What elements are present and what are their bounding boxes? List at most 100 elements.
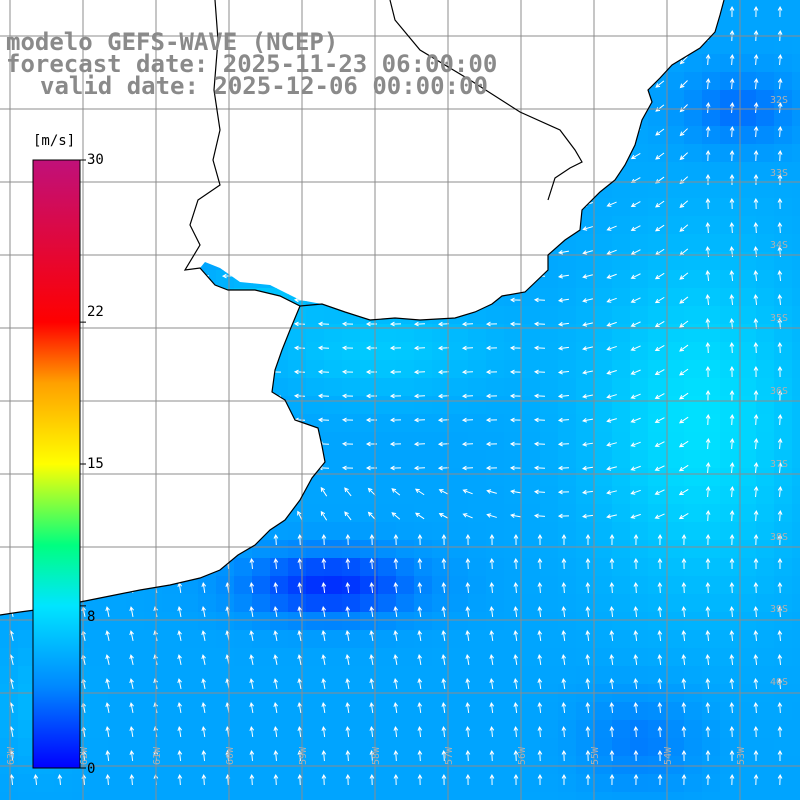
wind-speed-cell xyxy=(720,522,739,541)
wind-speed-cell xyxy=(720,702,739,721)
wind-speed-cell xyxy=(108,756,127,775)
wind-speed-cell xyxy=(648,450,667,469)
wind-arrow xyxy=(177,533,183,546)
wind-speed-cell xyxy=(450,18,469,37)
wind-speed-cell xyxy=(738,450,757,469)
wind-speed-cell xyxy=(612,0,631,19)
wind-speed-cell xyxy=(198,558,217,577)
wind-speed-cell xyxy=(450,774,469,793)
wind-arrow xyxy=(485,321,498,327)
wind-speed-cell xyxy=(756,666,775,685)
wind-speed-cell xyxy=(180,468,199,487)
wind-arrow xyxy=(513,702,519,714)
wind-speed-cell xyxy=(288,234,307,253)
wind-speed-cell xyxy=(468,576,487,595)
wind-speed-cell xyxy=(108,468,127,487)
wind-arrow xyxy=(389,225,402,231)
wind-speed-cell xyxy=(684,126,703,145)
wind-arrow xyxy=(705,653,711,666)
wind-arrow xyxy=(513,725,519,738)
wind-speed-cell xyxy=(378,306,397,325)
wind-speed-cell xyxy=(594,792,613,800)
wind-speed-cell xyxy=(720,504,739,523)
wind-speed-cell xyxy=(108,144,127,163)
wind-speed-cell xyxy=(594,522,613,541)
wind-arrow xyxy=(533,129,546,135)
wind-arrow xyxy=(557,465,570,471)
wind-speed-cell xyxy=(540,666,559,685)
wind-speed-cell xyxy=(720,540,739,559)
wind-arrow xyxy=(341,297,354,303)
wind-arrow xyxy=(77,417,90,423)
wind-speed-cell xyxy=(792,288,800,307)
wind-speed-cell xyxy=(522,648,541,667)
wind-speed-cell xyxy=(738,630,757,649)
wind-arrow xyxy=(130,510,135,521)
wind-arrow xyxy=(341,249,354,255)
wind-arrow xyxy=(197,177,210,183)
wind-speed-cell xyxy=(0,432,19,451)
wind-speed-cell xyxy=(90,378,109,397)
wind-speed-cell xyxy=(486,648,505,667)
wind-speed-cell xyxy=(666,468,685,487)
wind-arrow xyxy=(729,317,735,330)
wind-speed-cell xyxy=(252,666,271,685)
wind-speed-cell xyxy=(126,720,145,739)
wind-speed-cell xyxy=(792,486,800,505)
lat-label-40s: 40S xyxy=(770,677,789,688)
wind-arrow xyxy=(5,249,18,255)
wind-speed-cell xyxy=(792,378,800,397)
wind-arrow xyxy=(461,129,474,135)
wind-arrow xyxy=(317,297,330,303)
wind-speed-cell xyxy=(414,468,433,487)
wind-arrow xyxy=(678,488,689,496)
wind-speed-cell xyxy=(378,324,397,343)
wind-arrow xyxy=(558,226,570,231)
wind-speed-cell xyxy=(738,540,757,559)
wind-arrow xyxy=(753,701,759,714)
wind-arrow xyxy=(5,273,18,279)
wind-arrow xyxy=(221,393,234,399)
wind-speed-cell xyxy=(288,558,307,577)
wind-speed-cell xyxy=(252,162,271,181)
wind-arrow xyxy=(465,725,471,738)
wind-speed-cell xyxy=(432,666,451,685)
wind-speed-cell xyxy=(108,558,127,577)
wind-arrow xyxy=(201,557,207,570)
wind-speed-cell xyxy=(234,756,253,775)
wind-speed-cell xyxy=(270,738,289,757)
wind-arrow xyxy=(606,225,617,231)
wind-speed-cell xyxy=(396,216,415,235)
wind-arrow xyxy=(606,370,617,375)
wind-speed-cell xyxy=(162,504,181,523)
wind-speed-cell xyxy=(270,630,289,649)
wind-speed-cell xyxy=(612,216,631,235)
wind-arrow xyxy=(777,125,783,138)
wind-speed-cell xyxy=(162,324,181,343)
wind-arrow xyxy=(297,582,303,594)
wind-speed-cell xyxy=(216,504,235,523)
wind-arrow xyxy=(389,201,402,207)
wind-speed-cell xyxy=(162,270,181,289)
wind-arrow xyxy=(606,418,617,423)
wind-speed-cell xyxy=(216,540,235,559)
wind-arrow xyxy=(197,225,210,231)
wind-speed-cell xyxy=(0,306,19,325)
wind-speed-cell xyxy=(756,594,775,613)
wind-arrow xyxy=(101,201,114,207)
wind-speed-cell xyxy=(702,36,721,55)
wind-speed-cell xyxy=(540,774,559,793)
wind-speed-cell xyxy=(576,162,595,181)
wind-speed-cell xyxy=(774,648,793,667)
wind-speed-cell xyxy=(648,198,667,217)
wind-arrow xyxy=(729,557,735,570)
wind-speed-cell xyxy=(342,0,361,19)
wind-arrow xyxy=(753,77,759,90)
wind-speed-cell xyxy=(774,270,793,289)
wind-speed-cell xyxy=(90,558,109,577)
wind-speed-cell xyxy=(126,468,145,487)
wind-arrow xyxy=(679,200,689,208)
wind-speed-cell xyxy=(36,774,55,793)
wind-speed-cell xyxy=(702,162,721,181)
wind-speed-cell xyxy=(486,342,505,361)
